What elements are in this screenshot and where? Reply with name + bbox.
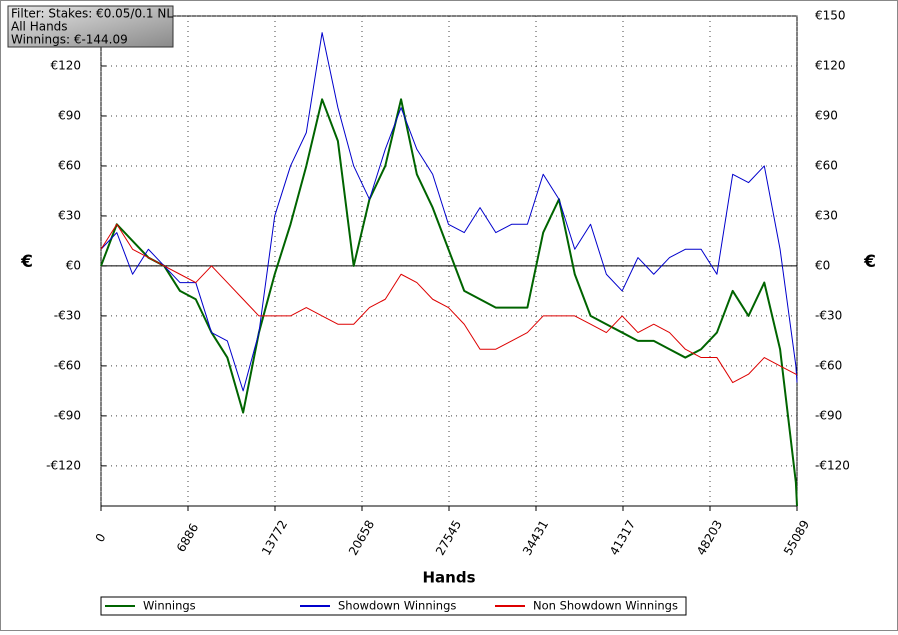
y2-tick-label: €60 xyxy=(815,158,838,172)
y2-tick-label: €30 xyxy=(815,208,838,222)
y-tick-label: -€30 xyxy=(54,308,81,322)
y2-axis-label: € xyxy=(863,252,876,272)
series-line xyxy=(100,223,797,384)
y2-tick-label: €0 xyxy=(815,258,830,272)
y-tick-label: -€120 xyxy=(46,458,81,472)
y-tick-label: €30 xyxy=(58,208,81,222)
y2-tick-label: €120 xyxy=(815,58,846,72)
info-text: Filter: Stakes: €0.05/0.1 NL xyxy=(11,7,173,21)
y2-tick-label: -€90 xyxy=(815,408,842,422)
y2-tick-label: -€120 xyxy=(815,458,850,472)
y-tick-label: €90 xyxy=(58,108,81,122)
y-tick-label: -€60 xyxy=(54,358,81,372)
y2-tick-label: €150 xyxy=(815,9,846,23)
x-axis-label: Hands xyxy=(422,569,475,587)
series-line xyxy=(100,32,798,392)
y-tick-label: €60 xyxy=(58,158,81,172)
info-text: All Hands xyxy=(11,20,68,34)
legend-label: Winnings xyxy=(143,599,196,613)
y-tick-label: -€90 xyxy=(54,408,81,422)
legend-label: Non Showdown Winnings xyxy=(533,599,678,613)
legend xyxy=(100,596,687,616)
info-box xyxy=(7,5,174,48)
y2-tick-label: -€60 xyxy=(815,358,842,372)
y-tick-label: €120 xyxy=(50,58,81,72)
y2-tick-label: -€30 xyxy=(815,308,842,322)
legend-label: Showdown Winnings xyxy=(338,599,456,613)
info-text: Winnings: €-144.09 xyxy=(11,33,128,47)
y-tick-label: €0 xyxy=(66,258,81,272)
y-axis-label: € xyxy=(20,252,33,272)
y2-tick-label: €90 xyxy=(815,108,838,122)
